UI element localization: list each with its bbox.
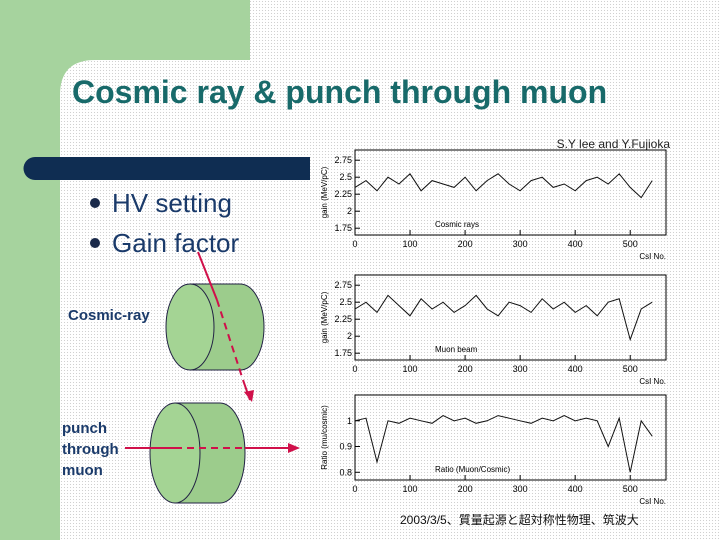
- x-tick-label: 0: [352, 364, 357, 374]
- bullet: Gain factor: [112, 228, 240, 258]
- diagram-label: Cosmic-ray: [68, 307, 150, 324]
- x-tick-label: 500: [623, 484, 638, 494]
- plot-frame: [354, 394, 667, 481]
- y-tick-label: 2.5: [339, 297, 352, 307]
- data-line: [354, 294, 653, 342]
- x-axis-label: CsI No.: [639, 377, 666, 386]
- y-tick-label: 0.8: [339, 467, 352, 477]
- x-tick-label: 300: [513, 239, 528, 249]
- arrow-head: [288, 443, 300, 453]
- arrow-head: [244, 390, 254, 402]
- ray-line: [216, 299, 244, 381]
- y-axis-label: gain (MeV/pC): [320, 291, 329, 343]
- y-tick-label: 1.75: [334, 223, 352, 233]
- authors: S.Y lee and Y.Fujioka: [557, 137, 671, 151]
- x-tick-label: 200: [458, 239, 473, 249]
- data-line: [354, 415, 653, 473]
- x-tick-label: 500: [623, 364, 638, 374]
- title: Cosmic ray & punch through muon: [72, 74, 607, 110]
- y-tick-label: 2: [347, 331, 352, 341]
- x-axis-label: CsI No.: [639, 252, 666, 261]
- plot-annotation: Muon beam: [435, 345, 478, 354]
- y-axis-label: gain (MeV/pC): [320, 166, 329, 218]
- y-tick-label: 2.5: [339, 172, 352, 182]
- plot-frame: [354, 149, 667, 236]
- navy-bar: [23, 157, 310, 180]
- y-tick-label: 1: [347, 416, 352, 426]
- x-tick-label: 400: [568, 364, 583, 374]
- y-tick-label: 2.25: [334, 314, 352, 324]
- x-axis-label: CsI No.: [639, 497, 666, 506]
- x-tick-label: 100: [403, 239, 418, 249]
- y-tick-label: 1.75: [334, 348, 352, 358]
- plot-frame: [354, 274, 667, 361]
- x-tick-label: 500: [623, 239, 638, 249]
- x-tick-label: 400: [568, 484, 583, 494]
- x-tick-label: 300: [513, 484, 528, 494]
- x-tick-label: 100: [403, 484, 418, 494]
- y-tick-label: 2.75: [334, 155, 352, 165]
- x-tick-label: 400: [568, 239, 583, 249]
- bullet-dot: [90, 198, 100, 208]
- data-line: [354, 173, 653, 199]
- x-tick-label: 200: [458, 364, 473, 374]
- y-tick-label: 2: [347, 206, 352, 216]
- x-tick-label: 100: [403, 364, 418, 374]
- x-tick-label: 0: [352, 484, 357, 494]
- diagram-label: punch: [62, 420, 107, 437]
- footer: 2003/3/5、質量起源と超対称性物理、筑波大: [400, 512, 639, 527]
- diagram-label: through: [62, 441, 119, 458]
- y-tick-label: 2.25: [334, 189, 352, 199]
- y-tick-label: 2.75: [334, 280, 352, 290]
- plot-annotation: Cosmic rays: [435, 220, 479, 229]
- ray-line: [197, 251, 218, 301]
- plot-annotation: Ratio (Muon/Cosmic): [435, 465, 510, 474]
- cylinder-face: [149, 402, 201, 504]
- green-frame: [0, 0, 250, 540]
- x-tick-label: 200: [458, 484, 473, 494]
- cylinder-face: [165, 283, 215, 371]
- y-axis-label: Ratio (mu/cosmic): [320, 405, 329, 470]
- y-tick-label: 0.9: [339, 442, 352, 452]
- x-tick-label: 0: [352, 239, 357, 249]
- x-tick-label: 300: [513, 364, 528, 374]
- bullet-dot: [90, 238, 100, 248]
- bullet: HV setting: [112, 188, 232, 218]
- diagram-label: muon: [62, 462, 103, 479]
